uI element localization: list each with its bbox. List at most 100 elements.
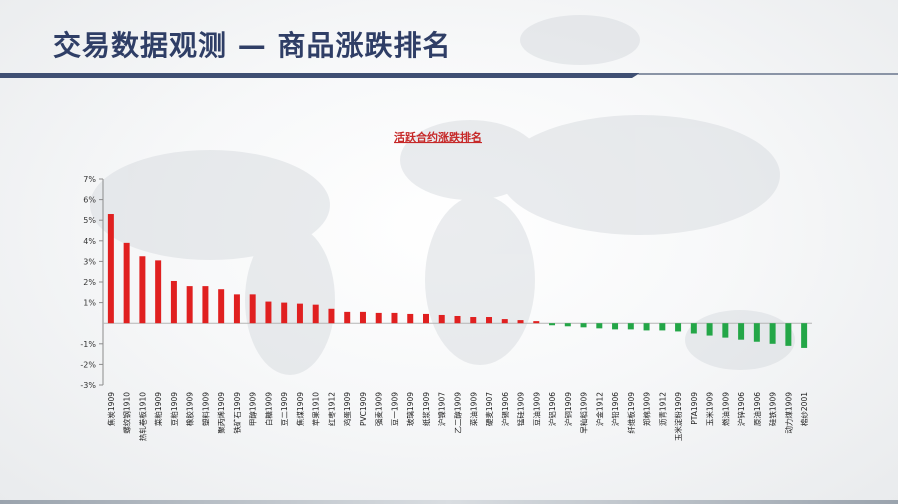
bar <box>659 323 666 331</box>
x-tick-label: 玉米1909 <box>705 392 715 426</box>
x-tick-label: 棉纱2001 <box>799 392 809 426</box>
x-tick-label: 燃油1909 <box>720 392 730 426</box>
bar <box>596 323 603 329</box>
x-tick-label: 沪铝1906 <box>547 392 557 426</box>
bar <box>265 301 272 324</box>
x-tick-label: 塑料1909 <box>200 392 210 426</box>
x-tick-label: 沪金1912 <box>594 392 604 426</box>
x-tick-label: 豆粕1909 <box>169 392 179 426</box>
x-tick-label: 苹果1910 <box>311 392 321 426</box>
bar <box>359 311 366 324</box>
bar <box>722 323 729 338</box>
y-tick-label: 6% <box>83 196 96 205</box>
x-tick-label: 橡胶1909 <box>185 392 195 426</box>
bar <box>501 319 508 324</box>
y-tick-label: -3% <box>80 381 96 390</box>
page-title: 交易数据观测 — 商品涨跌排名 <box>53 29 452 62</box>
slide-bottom-edge <box>0 500 898 504</box>
x-tick-label: 沪锌1906 <box>736 392 746 426</box>
bar <box>690 323 697 334</box>
bar <box>281 302 288 324</box>
x-tick-label: 热轧卷板1910 <box>137 392 147 441</box>
bar <box>738 323 745 340</box>
bar <box>580 323 587 328</box>
y-tick-label: 7% <box>83 175 96 184</box>
bar <box>407 313 414 324</box>
x-tick-label: 沪铅1906 <box>610 392 620 426</box>
x-tick-label: 早籼稻1909 <box>579 392 589 434</box>
x-tick-label: 红枣1912 <box>326 392 336 426</box>
x-tick-label: 菜粕1909 <box>153 392 163 426</box>
bar <box>312 304 319 324</box>
bar <box>375 312 382 324</box>
bar <box>218 289 225 324</box>
bar <box>249 294 256 324</box>
bar <box>517 320 524 324</box>
x-tick-label: 螺纹钢1910 <box>122 392 132 434</box>
bar <box>170 280 177 324</box>
x-tick-label: PVC1909 <box>359 392 368 426</box>
x-tick-label: 聚丙烯1909 <box>216 392 226 434</box>
x-tick-label: 纸浆1909 <box>421 392 431 426</box>
bar <box>186 286 193 324</box>
x-tick-label: 豆一1909 <box>390 392 399 426</box>
x-tick-label: 豆油1909 <box>531 392 541 426</box>
x-tick-label: 原油1906 <box>752 392 762 426</box>
bar <box>785 323 792 346</box>
bar <box>328 308 335 324</box>
bar <box>753 323 760 342</box>
bar <box>564 323 571 327</box>
bar <box>202 286 209 324</box>
bar <box>627 323 634 330</box>
x-tick-label: 焦煤1909 <box>295 392 305 426</box>
bar <box>675 323 682 332</box>
x-tick-label: 鸡蛋1909 <box>342 392 352 426</box>
x-tick-label: 玉米淀粉1909 <box>673 392 683 441</box>
x-tick-label: 强麦1909 <box>374 392 384 426</box>
y-tick-label: 3% <box>83 257 96 266</box>
x-tick-label: 锰硅1909 <box>516 392 526 426</box>
bar <box>706 323 713 336</box>
bar <box>155 260 162 324</box>
y-tick-label: -1% <box>80 340 96 349</box>
bar <box>233 294 240 324</box>
bar <box>612 323 619 330</box>
bar <box>486 317 493 324</box>
bar <box>470 317 477 324</box>
bar <box>769 323 776 344</box>
y-tick-label: -2% <box>80 360 96 369</box>
chart-title: 活跃合约涨跌排名 <box>394 130 482 144</box>
bar <box>139 256 146 324</box>
x-tick-label: PTA1909 <box>690 392 699 425</box>
bar <box>344 311 351 324</box>
x-tick-label: 动力煤1909 <box>783 392 793 434</box>
x-tick-label: 豆二1909 <box>280 392 289 426</box>
x-tick-label: 硬麦1907 <box>484 392 494 426</box>
x-tick-label: 沪锡1906 <box>500 392 510 426</box>
bar <box>643 323 650 331</box>
x-tick-label: 硅铁1909 <box>768 392 778 426</box>
bar <box>391 312 398 324</box>
bar <box>123 242 130 324</box>
y-tick-label: 1% <box>83 299 96 308</box>
x-tick-label: 沪铜1909 <box>563 392 573 426</box>
bar <box>549 323 556 326</box>
x-tick-label: 玻璃1909 <box>405 392 415 426</box>
x-tick-label: 乙二醇1909 <box>453 392 463 434</box>
y-tick-label: 4% <box>83 237 96 246</box>
x-tick-label: 郑棉1909 <box>642 392 652 426</box>
bar <box>107 214 114 324</box>
x-tick-label: 铁矿石1909 <box>232 392 242 434</box>
x-tick-label: 甲醇1909 <box>248 392 258 426</box>
x-tick-label: 沪镍1907 <box>437 392 447 426</box>
header-divider <box>0 73 898 78</box>
bar <box>533 321 540 324</box>
bar <box>454 315 461 324</box>
x-tick-label: 菜油1909 <box>468 392 478 426</box>
bar <box>296 303 303 324</box>
x-tick-label: 纤维板1909 <box>626 392 636 434</box>
x-tick-label: 沥青1912 <box>657 392 667 426</box>
